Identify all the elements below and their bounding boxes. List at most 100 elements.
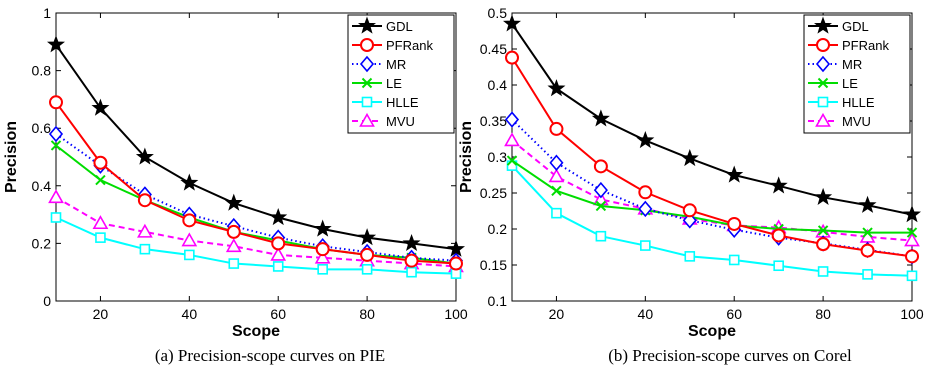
- chart-b-legend-marker-hlle: [817, 96, 829, 108]
- chart-b: 0.1 0.15 0.2 0.25 0.3 0.35 0.4 0.45 0.5 20 40 60 80 1…: [458, 5, 924, 365]
- chart-a-point-hlle: [50, 212, 62, 223]
- chart-a-point-pfrank: [137, 193, 152, 208]
- chart-a: 0 0.2 0.4 0.6 0.8 1 20 40 60 80 100 Scope Precision G…: [3, 5, 468, 365]
- chart-b-point-pfrank: [905, 249, 919, 264]
- chart-b-point-gdl: [636, 130, 655, 149]
- chart-b-series-gdl: [502, 14, 922, 223]
- chart-a-xtick-label: 100: [444, 306, 468, 322]
- chart-b-point-mr: [593, 181, 608, 199]
- chart-a-point-pfrank: [315, 242, 330, 257]
- chart-b-legend-marker-gdl: [813, 16, 833, 34]
- chart-b-point-pfrank: [638, 185, 653, 200]
- chart-a-line-gdl: [55, 44, 457, 251]
- chart-a-point-gdl: [269, 208, 288, 226]
- chart-a-legend-marker-mr: [359, 55, 375, 73]
- chart-b-point-mr: [549, 154, 564, 171]
- chart-a-legend-label-pfrank: PFRank: [386, 38, 433, 53]
- chart-b-point-pfrank: [593, 159, 608, 174]
- chart-a-legend-box: [347, 14, 455, 134]
- chart-b-point-pfrank: [727, 216, 742, 231]
- chart-a-point-gdl: [91, 98, 110, 116]
- chart-a-ytick-label: 0.4: [32, 178, 52, 194]
- chart-a-ytick-label: 1: [43, 5, 51, 21]
- chart-a-legend-marker-pfrank: [360, 38, 374, 52]
- chart-a-point-mvu: [181, 232, 198, 247]
- chart-b-ytick-label: 0.45: [480, 41, 507, 57]
- chart-a-legend-label-mr: MR: [386, 57, 406, 72]
- chart-b-point-hlle: [595, 230, 607, 242]
- chart-b-point-le: [817, 225, 829, 236]
- chart-b-point-mvu: [548, 168, 565, 183]
- chart-b-legend-label-le: LE: [842, 76, 858, 91]
- chart-b-legend: GDL PFRank MR LE HLLE MVU: [803, 14, 911, 134]
- chart-b-point-mvu: [904, 232, 920, 247]
- chart-b-legend-marker-mvu: [815, 112, 831, 127]
- chart-a-point-gdl: [446, 239, 466, 257]
- chart-b-point-pfrank: [682, 203, 697, 218]
- chart-a-point-le: [50, 140, 62, 151]
- chart-b-ytick-label: 0.5: [488, 5, 508, 21]
- chart-b-line-mvu: [511, 139, 913, 242]
- chart-b-point-le: [906, 227, 918, 238]
- chart-b-point-pfrank: [549, 121, 564, 136]
- chart-b-line-le: [511, 159, 912, 234]
- chart-a-xtick-label: 60: [270, 306, 286, 322]
- chart-a-point-mvu: [48, 189, 64, 204]
- chart-a-point-mvu: [270, 246, 287, 261]
- chart-a-legend-marker-le: [361, 77, 373, 89]
- chart-a-point-gdl: [46, 35, 66, 53]
- chart-a-ytick-label: 0: [43, 293, 51, 309]
- chart-b-point-hlle: [906, 270, 918, 282]
- chart-a-line-pfrank: [55, 101, 457, 265]
- chart-b-legend-marker-pfrank: [816, 38, 830, 52]
- chart-b-legend-label-pfrank: PFRank: [842, 38, 889, 53]
- chart-b-point-hlle: [773, 260, 784, 272]
- chart-a-point-pfrank: [404, 253, 419, 268]
- chart-b-xtick-label: 60: [726, 306, 742, 322]
- chart-b-point-le: [506, 155, 518, 166]
- chart-b-point-gdl: [858, 195, 877, 213]
- chart-a-point-mvu: [92, 215, 109, 230]
- chart-b-legend-label-mr: MR: [842, 57, 862, 72]
- chart-a-ytick-label: 0.8: [32, 63, 52, 79]
- chart-a-point-hlle: [361, 264, 373, 275]
- chart-b-xlabel: Scope: [688, 323, 736, 340]
- chart-b-point-le: [595, 200, 607, 212]
- chart-a-point-pfrank: [93, 155, 108, 170]
- chart-a-legend-marker-hlle: [361, 96, 373, 108]
- chart-b-point-mvu: [504, 132, 520, 147]
- chart-b-point-hlle: [551, 207, 562, 219]
- chart-b-xtick-label: 100: [900, 306, 924, 322]
- chart-a-point-hlle: [317, 264, 328, 275]
- chart-b-series-hlle: [506, 160, 918, 282]
- chart-b-series-pfrank: [505, 50, 919, 264]
- chart-b-point-hlle: [728, 254, 740, 266]
- chart-a-legend-label-hlle: HLLE: [386, 95, 419, 110]
- chart-a-point-le: [95, 174, 106, 186]
- chart-a-point-pfrank: [49, 95, 63, 110]
- chart-b-ytick-label: 0.25: [480, 185, 507, 201]
- chart-b-point-mr: [682, 212, 697, 229]
- chart-b-legend-label-hlle: HLLE: [842, 95, 875, 110]
- chart-a-point-pfrank: [182, 213, 197, 228]
- chart-b-line-hlle: [511, 164, 913, 277]
- chart-a-point-pfrank: [271, 236, 286, 251]
- chart-b-legend-box: [803, 14, 911, 134]
- chart-a-point-hlle: [95, 232, 106, 243]
- chart-b-point-pfrank: [771, 228, 786, 243]
- chart-b-ytick-label: 0.3: [488, 149, 508, 165]
- chart-a-point-gdl: [135, 147, 154, 165]
- chart-b-point-gdl: [591, 109, 610, 127]
- chart-b-caption: (b) Precision-scope curves on Corel: [608, 346, 852, 365]
- chart-b-xtick-label: 40: [638, 306, 654, 322]
- chart-a-point-mvu: [314, 249, 331, 264]
- chart-b-point-gdl: [902, 205, 922, 223]
- chart-b-point-gdl: [725, 165, 744, 183]
- chart-b-point-gdl: [680, 148, 699, 167]
- chart-b-ytick-label: 0.35: [480, 113, 507, 129]
- chart-b-line-gdl: [511, 23, 913, 216]
- chart-b-legend-marker-mr: [815, 55, 831, 73]
- chart-a-line-hlle: [55, 216, 457, 275]
- chart-a-point-hlle: [406, 266, 417, 278]
